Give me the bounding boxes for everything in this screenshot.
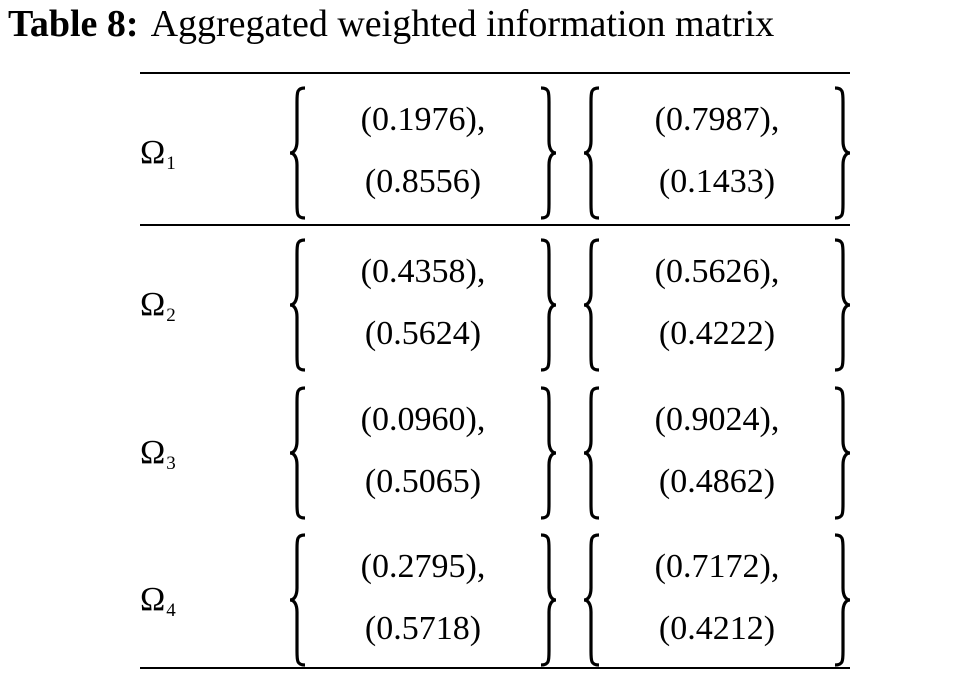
right-brace-icon bbox=[834, 386, 851, 520]
matrix-cell: (0.4358), (0.5624) bbox=[288, 232, 558, 378]
left-brace-icon bbox=[289, 86, 306, 220]
table-title: Aggregated weighted information matrix bbox=[150, 3, 775, 45]
right-brace-icon bbox=[540, 386, 557, 520]
row-label: Ω2 bbox=[140, 286, 176, 327]
cell-value: (0.2795), bbox=[360, 548, 486, 585]
row-label: Ω3 bbox=[140, 434, 176, 475]
cell-value: (0.4862) bbox=[658, 463, 776, 500]
table-row: Ω3 (0.0960), (0.5065) (0.9024), (0.4862) bbox=[140, 380, 852, 526]
cell-value: (0.5718) bbox=[364, 610, 482, 647]
left-brace-icon bbox=[289, 238, 306, 372]
right-brace-icon bbox=[540, 238, 557, 372]
left-brace-icon bbox=[583, 238, 600, 372]
cell-value: (0.4358), bbox=[360, 253, 486, 290]
matrix-cell: (0.2795), (0.5718) bbox=[288, 527, 558, 673]
right-brace-icon bbox=[540, 533, 557, 667]
bottom-rule bbox=[140, 667, 850, 669]
matrix-cell: (0.5626), (0.4222) bbox=[582, 232, 852, 378]
matrix-cell: (0.9024), (0.4862) bbox=[582, 380, 852, 526]
row-label: Ω4 bbox=[140, 581, 176, 622]
cell-value: (0.9024), bbox=[654, 401, 780, 438]
cell-value: (0.5626), bbox=[654, 253, 780, 290]
right-brace-icon bbox=[834, 533, 851, 667]
row-label: Ω1 bbox=[140, 134, 176, 175]
left-brace-icon bbox=[583, 533, 600, 667]
matrix-cell: (0.7172), (0.4212) bbox=[582, 527, 852, 673]
cell-value: (0.1976), bbox=[360, 101, 486, 138]
cell-value: (0.5065) bbox=[364, 463, 482, 500]
top-rule bbox=[140, 72, 850, 74]
left-brace-icon bbox=[289, 386, 306, 520]
matrix-cell: (0.0960), (0.5065) bbox=[288, 380, 558, 526]
cell-value: (0.7987), bbox=[654, 101, 780, 138]
matrix-cell: (0.1976), (0.8556) bbox=[288, 80, 558, 226]
cell-value: (0.1433) bbox=[658, 163, 776, 200]
right-brace-icon bbox=[834, 86, 851, 220]
header-rule bbox=[140, 224, 850, 226]
cell-value: (0.8556) bbox=[364, 163, 482, 200]
table-row: Ω2 (0.4358), (0.5624) (0.5626), (0.4222) bbox=[140, 232, 852, 378]
table-row: Ω4 (0.2795), (0.5718) (0.7172), (0.4212) bbox=[140, 527, 852, 673]
left-brace-icon bbox=[583, 86, 600, 220]
table-number: Table 8: bbox=[8, 3, 139, 45]
cell-value: (0.0960), bbox=[360, 401, 486, 438]
right-brace-icon bbox=[834, 238, 851, 372]
cell-value: (0.4212) bbox=[658, 610, 776, 647]
left-brace-icon bbox=[583, 386, 600, 520]
cell-value: (0.4222) bbox=[658, 315, 776, 352]
table-caption: Table 8: Aggregated weighted information … bbox=[8, 2, 979, 46]
table-row: Ω1 (0.1976), (0.8556) (0.7987), (0.1433) bbox=[140, 80, 852, 226]
cell-value: (0.5624) bbox=[364, 315, 482, 352]
matrix-cell: (0.7987), (0.1433) bbox=[582, 80, 852, 226]
right-brace-icon bbox=[540, 86, 557, 220]
cell-value: (0.7172), bbox=[654, 548, 780, 585]
left-brace-icon bbox=[289, 533, 306, 667]
